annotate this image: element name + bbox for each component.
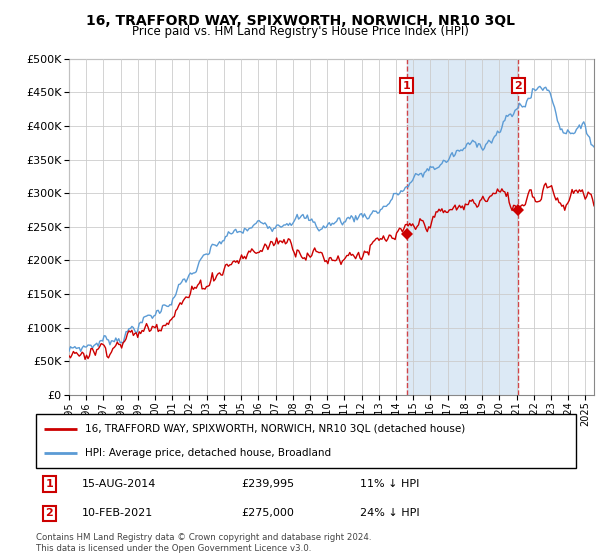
Bar: [407, 59, 518, 395]
FancyBboxPatch shape: [36, 414, 576, 468]
Text: 24% ↓ HPI: 24% ↓ HPI: [360, 508, 419, 519]
Text: Contains HM Land Registry data © Crown copyright and database right 2024.
This d: Contains HM Land Registry data © Crown c…: [36, 533, 371, 553]
Text: HPI: Average price, detached house, Broadland: HPI: Average price, detached house, Broa…: [85, 448, 331, 458]
Text: 16, TRAFFORD WAY, SPIXWORTH, NORWICH, NR10 3QL (detached house): 16, TRAFFORD WAY, SPIXWORTH, NORWICH, NR…: [85, 424, 465, 434]
Text: 1: 1: [403, 81, 410, 91]
Text: Price paid vs. HM Land Registry's House Price Index (HPI): Price paid vs. HM Land Registry's House …: [131, 25, 469, 38]
Text: 2: 2: [514, 81, 522, 91]
Text: 11% ↓ HPI: 11% ↓ HPI: [360, 479, 419, 489]
Text: 1: 1: [46, 479, 53, 489]
Text: £275,000: £275,000: [241, 508, 294, 519]
Text: £239,995: £239,995: [241, 479, 295, 489]
Text: 10-FEB-2021: 10-FEB-2021: [82, 508, 153, 519]
Text: 15-AUG-2014: 15-AUG-2014: [82, 479, 156, 489]
Text: 2: 2: [46, 508, 53, 519]
Text: 16, TRAFFORD WAY, SPIXWORTH, NORWICH, NR10 3QL: 16, TRAFFORD WAY, SPIXWORTH, NORWICH, NR…: [86, 14, 515, 28]
